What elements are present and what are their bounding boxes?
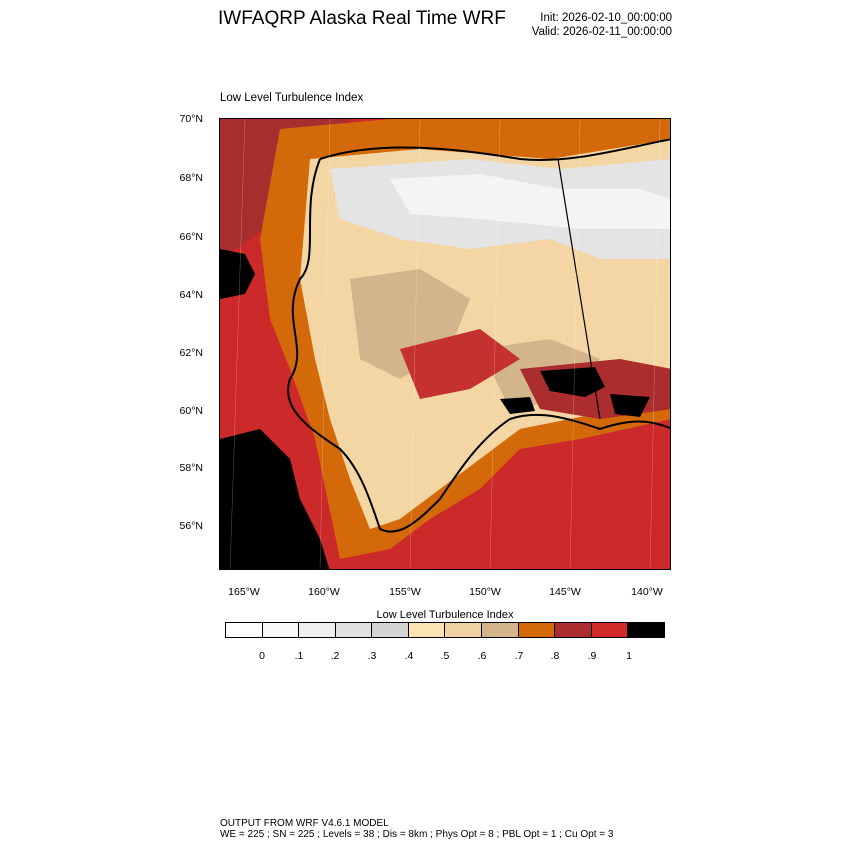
interior-red — [400, 329, 520, 399]
map-subtitle: Low Level Turbulence Index — [220, 92, 364, 104]
colorbar-swatch — [262, 623, 300, 637]
footer-config-line: WE = 225 ; SN = 225 ; Levels = 38 ; Dis … — [220, 829, 614, 840]
lon-label-165: 165°W — [228, 586, 260, 598]
colorbar-title: Low Level Turbulence Index — [376, 609, 514, 621]
main-title: IWFAQRP Alaska Real Time WRF — [218, 8, 506, 29]
lat-label-56: 56°N — [179, 520, 203, 532]
colorbar-label: .9 — [587, 650, 597, 662]
norton-black — [220, 249, 255, 299]
lat-label-66: 66°N — [179, 231, 203, 243]
valid-time: Valid: 2026-02-11_00:00:00 — [531, 26, 672, 38]
colorbar-swatch — [518, 623, 556, 637]
lat-label-58: 58°N — [179, 462, 203, 474]
turbulence-map — [219, 118, 671, 570]
lat-label-62: 62°N — [179, 347, 203, 359]
colorbar-swatch — [226, 623, 263, 637]
colorbar-label: .3 — [367, 650, 377, 662]
colorbar-swatch — [555, 623, 592, 637]
colorbar-swatch — [408, 623, 446, 637]
colorbar-label: .4 — [404, 650, 414, 662]
colorbar-swatch — [335, 623, 373, 637]
map-canvas — [220, 119, 670, 569]
colorbar-label: .5 — [440, 650, 450, 662]
colorbar-label: .2 — [330, 650, 340, 662]
footer-model-line: OUTPUT FROM WRF V4.6.1 MODEL — [220, 818, 389, 829]
bering-black — [220, 429, 330, 569]
lon-label-140: 140°W — [631, 586, 663, 598]
lon-label-145: 145°W — [549, 586, 581, 598]
colorbar — [225, 622, 665, 638]
colorbar-label: .6 — [477, 650, 487, 662]
colorbar-label: .7 — [514, 650, 524, 662]
canada-border — [557, 158, 601, 420]
lon-label-155: 155°W — [389, 586, 421, 598]
colorbar-label: 1 — [626, 650, 632, 662]
high-turb-patch-1 — [540, 367, 605, 397]
west-coastline — [287, 158, 511, 533]
colorbar-swatch — [445, 623, 483, 637]
init-time: Init: 2026-02-10_00:00:00 — [540, 12, 672, 24]
high-turb-patch-3 — [610, 394, 650, 417]
south-coastline — [509, 413, 670, 431]
north-slope-white — [390, 174, 670, 229]
lat-label-70: 70°N — [179, 113, 203, 125]
high-turb-patch-2 — [500, 397, 535, 414]
lon-label-160: 160°W — [308, 586, 340, 598]
north-coastline — [319, 138, 670, 161]
lat-label-68: 68°N — [179, 172, 203, 184]
colorbar-swatch — [628, 623, 664, 637]
colorbar-swatch — [299, 623, 336, 637]
colorbar-label: .8 — [550, 650, 560, 662]
lon-label-150: 150°W — [469, 586, 501, 598]
colorbar-label: 0 — [259, 650, 265, 662]
lat-label-64: 64°N — [179, 289, 203, 301]
graticule — [229, 119, 661, 569]
colorbar-swatch — [591, 623, 629, 637]
lat-label-60: 60°N — [179, 405, 203, 417]
colorbar-label: .1 — [294, 650, 304, 662]
colorbar-swatch — [372, 623, 409, 637]
colorbar-swatch — [482, 623, 519, 637]
